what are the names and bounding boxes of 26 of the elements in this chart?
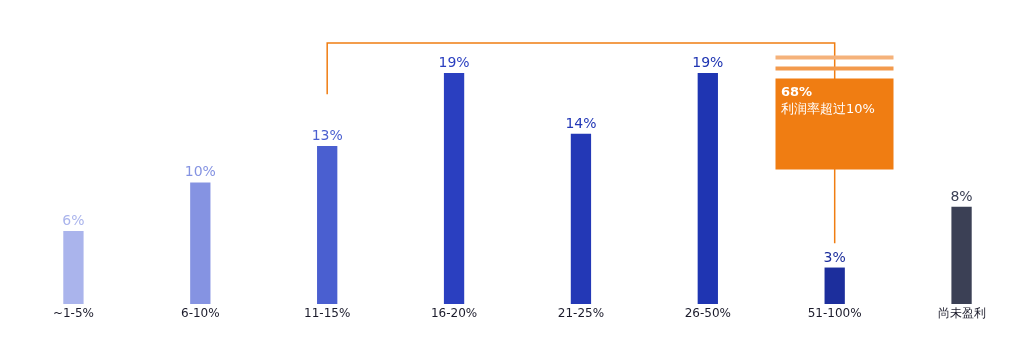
bar <box>443 73 465 304</box>
data-label: 19% <box>692 54 724 71</box>
bar <box>697 73 718 304</box>
x-tick-label: 26-50% <box>684 306 731 320</box>
x-tick-label: 6-10% <box>180 306 220 320</box>
bar <box>951 206 972 304</box>
x-tick-label: 51-100% <box>807 306 862 320</box>
data-label: 13% <box>311 127 343 144</box>
bar <box>190 182 211 304</box>
bar <box>570 133 592 304</box>
x-tick-label: ~1-5% <box>52 306 94 320</box>
x-tick-label: 16-20% <box>430 306 478 320</box>
bar <box>824 267 845 304</box>
data-label: 8% <box>950 187 973 204</box>
bar <box>63 231 84 304</box>
data-label: 14% <box>565 114 597 131</box>
data-label: 6% <box>62 212 85 229</box>
data-label: 3% <box>823 248 846 265</box>
x-tick-label: 尚未盈利 <box>937 306 986 320</box>
annotation: 68% 利润率超过10% <box>781 84 875 116</box>
bar <box>317 146 338 304</box>
data-label: 10% <box>184 163 216 180</box>
x-tick-label: 11-15% <box>304 306 351 320</box>
x-tick-label: 21-25% <box>557 306 605 320</box>
data-label: 19% <box>438 54 470 71</box>
picture-callout-box: 68% 利润率超过10% <box>775 78 894 170</box>
